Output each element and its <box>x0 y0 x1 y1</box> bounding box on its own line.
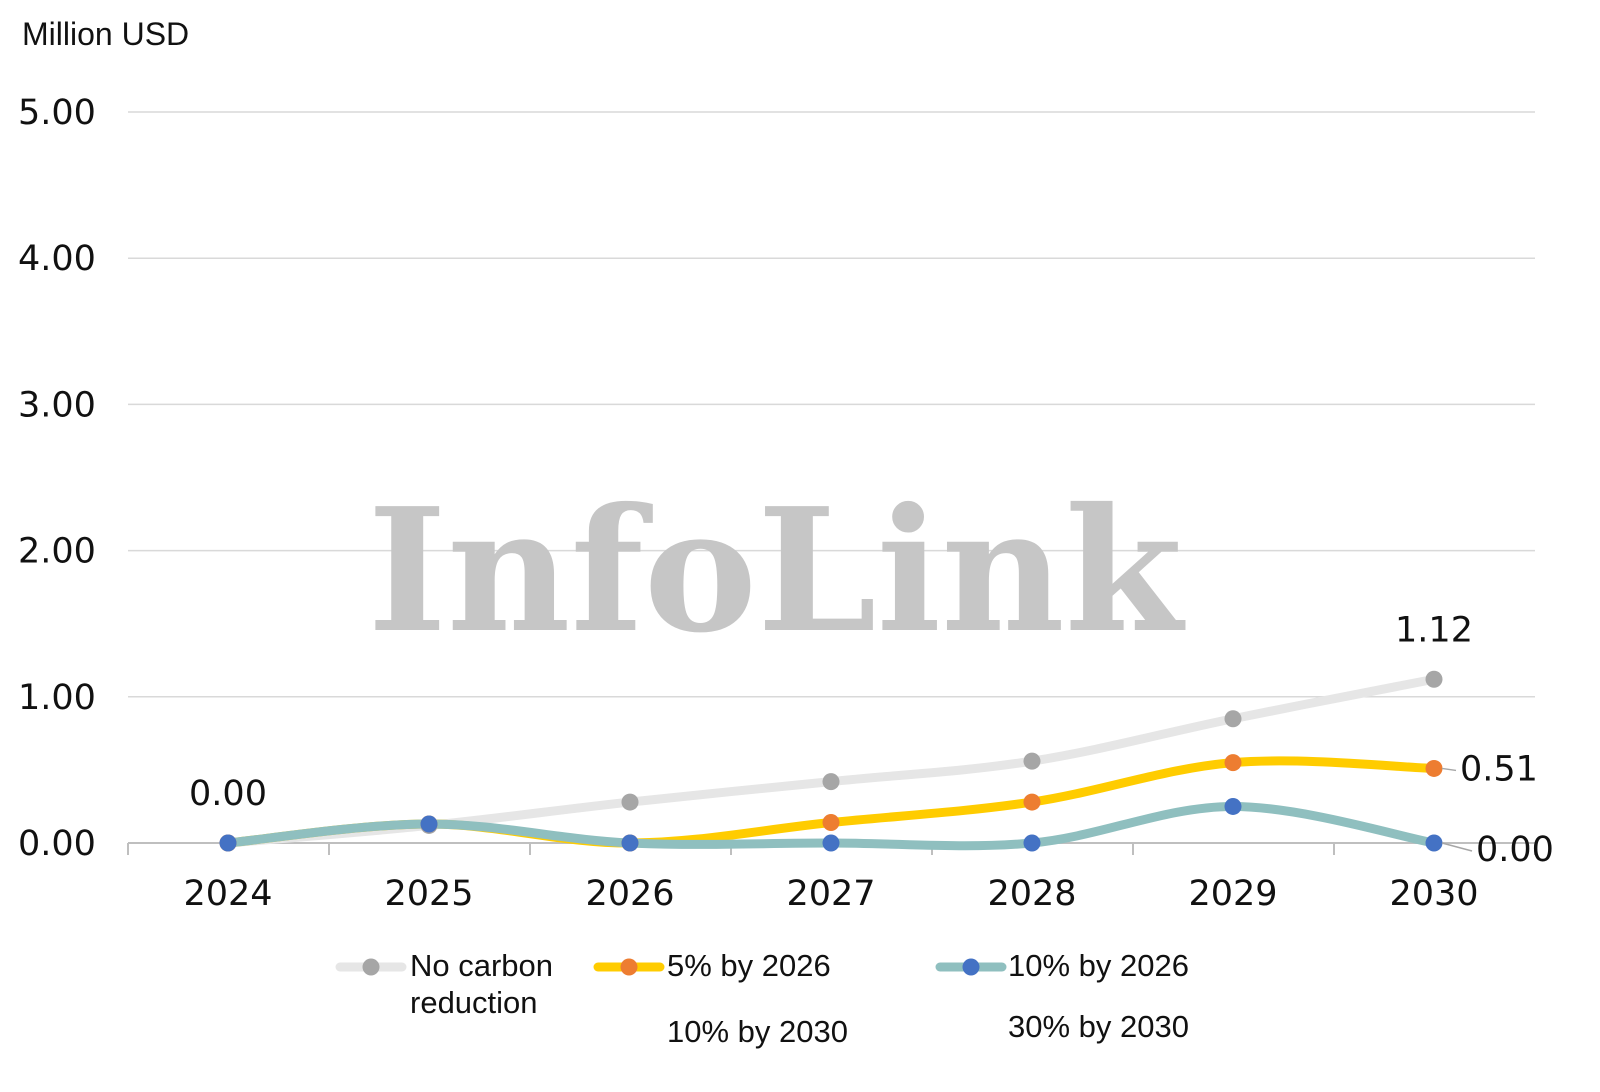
label-leader <box>1441 842 1473 852</box>
x-tick-label: 2027 <box>786 874 875 914</box>
legend-label: 10% by 2026 <box>1008 948 1189 983</box>
data-label: 0.51 <box>1460 749 1538 789</box>
legend-swatch-marker <box>620 958 638 976</box>
x-tick-label: 2028 <box>987 874 1076 914</box>
legend-swatch-marker <box>362 958 380 976</box>
legend-swatch-marker <box>962 958 980 976</box>
point-series-1 <box>822 814 840 832</box>
y-unit-label: Million USD <box>22 16 189 52</box>
y-tick-label: 3.00 <box>18 385 96 425</box>
y-tick-label: 0.00 <box>18 824 96 864</box>
axes: 0.00 1.00 2.00 3.00 4.00 5.00 2024 2025 2026 2027… <box>18 93 1536 914</box>
point-series-2 <box>1023 834 1041 852</box>
legend-label-line2: reduction <box>410 985 538 1020</box>
data-label: 1.12 <box>1395 610 1473 650</box>
data-label: 0.00 <box>189 774 267 814</box>
x-tick-label: 2029 <box>1188 874 1277 914</box>
data-labels: 0.00 1.12 0.51 0.00 <box>189 610 1554 870</box>
legend-label: 5% by 2026 <box>667 948 831 983</box>
point-series-0 <box>621 793 639 811</box>
x-tick-label: 2026 <box>585 874 674 914</box>
point-series-0 <box>1425 670 1443 688</box>
point-series-1 <box>1023 793 1041 811</box>
point-series-1 <box>1425 759 1443 777</box>
point-series-1 <box>1224 754 1242 772</box>
y-tick-label: 1.00 <box>18 678 96 718</box>
point-series-2 <box>219 834 237 852</box>
data-label: 0.00 <box>1476 830 1554 870</box>
y-tick-label: 2.00 <box>18 532 96 572</box>
point-series-2 <box>621 834 639 852</box>
point-series-2 <box>1224 797 1242 815</box>
x-tick-label: 2030 <box>1389 874 1478 914</box>
legend-label: No carbon <box>410 948 553 983</box>
x-tick-label: 2024 <box>183 874 272 914</box>
label-leader <box>1441 767 1457 772</box>
legend-label-line2: 10% by 2030 <box>667 1014 848 1049</box>
point-series-0 <box>1224 710 1242 728</box>
legend-label-line2: 30% by 2030 <box>1008 1009 1189 1044</box>
point-series-2 <box>1425 834 1443 852</box>
point-series-0 <box>822 773 840 791</box>
point-series-2 <box>420 815 438 833</box>
y-tick-label: 4.00 <box>18 239 96 279</box>
grid <box>128 111 1535 698</box>
x-tick-label: 2025 <box>384 874 473 914</box>
point-series-0 <box>1023 752 1041 770</box>
watermark: InfoLink <box>367 471 1185 671</box>
point-series-2 <box>822 834 840 852</box>
y-tick-label: 5.00 <box>18 93 96 133</box>
markers <box>219 670 1443 852</box>
